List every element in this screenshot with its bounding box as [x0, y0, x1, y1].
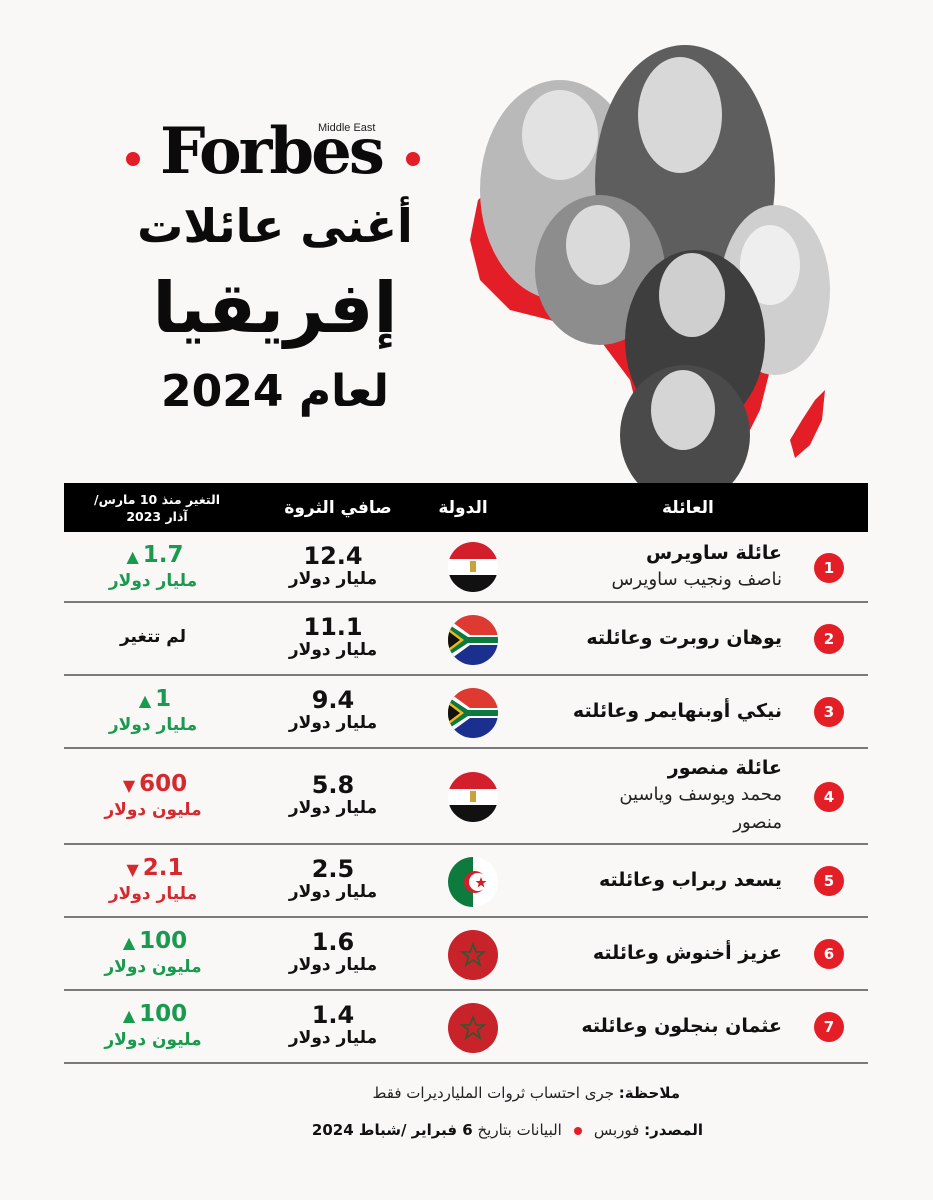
families-table: 1 عائلة ساويرس ناصف ونجيب ساويرس 12.4 مل…	[64, 532, 868, 1064]
rank-badge: 2	[814, 624, 844, 654]
change-unit: مليون دولار	[104, 957, 202, 977]
change-unit: مليون دولار	[104, 800, 202, 820]
page-title-line1: أغنى عائلات	[137, 199, 413, 253]
table-row: 2 يوهان روبرت وعائلته 11.1 مليار دولار ل…	[64, 603, 868, 676]
table-row: 5 يسعد ربراب وعائلته 2.5 مليار دولار ▼ 2.…	[64, 845, 868, 918]
algeria-flag-icon	[448, 857, 498, 907]
red-dot-icon	[406, 152, 420, 166]
column-header-country: الدولة	[438, 497, 488, 518]
column-header-change: التغير منذ 10 مارس/ آذار 2023	[64, 483, 250, 532]
change-unit: مليار دولار	[108, 715, 198, 735]
column-header-change-line2: آذار 2023	[126, 508, 188, 524]
africa-portrait-collage	[470, 40, 870, 485]
family-name: يسعد ربراب وعائلته	[599, 869, 782, 891]
morocco-flag-icon	[448, 1003, 498, 1053]
page-title-line3: لعام 2024	[161, 366, 389, 417]
note-text: جرى احتساب ثروات المليارديرات فقط	[372, 1084, 619, 1102]
morocco-flag-icon	[448, 930, 498, 980]
net-worth-value: 1.4	[311, 1001, 355, 1029]
net-worth-value: 12.4	[303, 542, 363, 570]
change-value: 2.1	[142, 855, 184, 881]
net-worth-value: 5.8	[311, 771, 355, 799]
family-name: عائلة منصور	[667, 757, 782, 779]
down-arrow-icon: ▼	[122, 776, 136, 795]
rank-badge: 7	[814, 1012, 844, 1042]
table-row: 6 عزيز أخنوش وعائلته 1.6 مليار دولار ▲ 10…	[64, 918, 868, 991]
net-worth-unit: مليار دولار	[288, 955, 378, 975]
table-row: 1 عائلة ساويرس ناصف ونجيب ساويرس 12.4 مل…	[64, 532, 868, 603]
south-africa-flag-icon	[448, 688, 498, 738]
up-arrow-icon: ▲	[126, 547, 139, 566]
rank-badge: 4	[814, 782, 844, 812]
rank-badge: 1	[814, 553, 844, 583]
table-header: العائلة الدولة صافي الثروة التغير منذ 10…	[64, 483, 868, 532]
brand-name: Forbes	[160, 114, 385, 189]
net-worth-unit: مليار دولار	[288, 798, 378, 818]
family-name: عزيز أخنوش وعائلته	[592, 942, 782, 964]
page-title-line2: إفريقيا	[152, 267, 398, 349]
change-unit: مليار دولار	[108, 884, 198, 904]
rank-badge: 6	[814, 939, 844, 969]
red-dot-icon	[126, 152, 140, 166]
date-prefix: البيانات بتاريخ	[472, 1121, 562, 1139]
change-value: 1.7	[142, 542, 184, 568]
bullet-dot-icon	[573, 1126, 582, 1135]
up-arrow-icon: ▲	[138, 691, 152, 710]
madagascar-icon	[790, 390, 825, 458]
change-value: لم تتغير	[119, 627, 187, 647]
note-label: ملاحظة:	[618, 1084, 680, 1102]
source-line: المصدر: فوربس البيانات بتاريخ 6 فبراير /ش…	[150, 1121, 703, 1139]
net-worth-value: 9.4	[311, 686, 355, 714]
up-arrow-icon: ▲	[122, 1006, 136, 1025]
forbes-logo: Forbes Middle East	[118, 114, 428, 190]
source-label: المصدر:	[644, 1121, 703, 1139]
net-worth-unit: مليار دولار	[288, 882, 378, 902]
source-text: فوربس	[593, 1121, 645, 1139]
change-value: 1	[155, 686, 172, 712]
south-africa-flag-icon	[448, 615, 498, 665]
column-header-net-worth: صافي الثروة	[284, 497, 392, 518]
change-unit: مليار دولار	[108, 571, 198, 591]
family-name: عائلة ساويرس	[646, 542, 782, 564]
change-value: 600	[139, 771, 188, 797]
family-name: يوهان روبرت وعائلته	[586, 627, 782, 649]
egypt-flag-icon	[448, 772, 498, 822]
egypt-flag-icon	[448, 542, 498, 592]
net-worth-value: 11.1	[303, 613, 363, 641]
change-unit: مليون دولار	[104, 1030, 202, 1050]
net-worth-unit: مليار دولار	[288, 569, 378, 589]
table-row: 4 عائلة منصور محمد ويوسف وياسين منصور 5.…	[64, 749, 868, 845]
down-arrow-icon: ▼	[126, 860, 139, 879]
family-members: ناصف ونجيب ساويرس	[611, 569, 782, 590]
footnote: ملاحظة: جرى احتساب ثروات المليارديرات فق…	[150, 1084, 681, 1102]
family-name: عثمان بنجلون وعائلته	[581, 1015, 782, 1037]
net-worth-unit: مليار دولار	[288, 1028, 378, 1048]
net-worth-unit: مليار دولار	[288, 640, 378, 660]
change-value: 100	[139, 1001, 188, 1027]
net-worth-unit: مليار دولار	[288, 713, 378, 733]
family-name: نيكي أوبنهايمر وعائلته	[572, 700, 782, 722]
net-worth-value: 2.5	[311, 855, 355, 883]
rank-badge: 5	[814, 866, 844, 896]
up-arrow-icon: ▲	[122, 933, 136, 952]
column-header-family: العائلة	[662, 497, 714, 518]
column-header-change-line1: التغير منذ 10 مارس/	[94, 491, 220, 507]
date-value: 6 فبراير /شباط 2024	[311, 1121, 473, 1139]
table-row: 3 نيكي أوبنهايمر وعائلته 9.4 مليار دولار…	[64, 676, 868, 749]
rank-badge: 3	[814, 697, 844, 727]
family-members: محمد ويوسف وياسين منصور	[619, 784, 782, 833]
net-worth-value: 1.6	[311, 928, 355, 956]
change-value: 100	[139, 928, 188, 954]
table-row: 7 عثمان بنجلون وعائلته 1.4 مليار دولار ▲…	[64, 991, 868, 1064]
brand-subtitle: Middle East	[318, 122, 376, 134]
